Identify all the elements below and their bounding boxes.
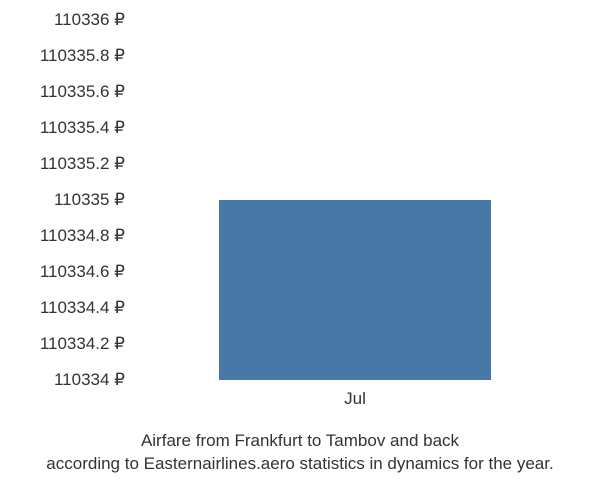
y-tick-label: 110334.2 ₽ — [40, 334, 125, 354]
y-tick-label: 110335.8 ₽ — [40, 46, 125, 66]
y-tick-label: 110334.6 ₽ — [40, 262, 125, 282]
y-tick-label: 110334.4 ₽ — [40, 298, 125, 318]
plot-area — [135, 20, 575, 380]
caption-line-2: according to Easternairlines.aero statis… — [0, 453, 600, 476]
y-tick-label: 110334 ₽ — [54, 370, 125, 390]
y-tick-label: 110335.4 ₽ — [40, 118, 125, 138]
y-tick-label: 110335 ₽ — [54, 190, 125, 210]
caption-line-1: Airfare from Frankfurt to Tambov and bac… — [0, 430, 600, 453]
chart-caption: Airfare from Frankfurt to Tambov and bac… — [0, 430, 600, 476]
y-axis: 110336 ₽110335.8 ₽110335.6 ₽110335.4 ₽11… — [0, 20, 130, 380]
x-axis: Jul — [135, 385, 575, 415]
y-tick-label: 110335.2 ₽ — [40, 154, 125, 174]
x-tick-label: Jul — [344, 389, 366, 409]
y-tick-label: 110334.8 ₽ — [40, 226, 125, 246]
bar — [219, 200, 492, 380]
y-tick-label: 110336 ₽ — [54, 10, 125, 30]
airfare-chart: 110336 ₽ 110335.8 ₽ 110335.6 ₽ 110335.4 ₽ 11… — [0, 0, 600, 500]
y-tick-label: 110335.6 ₽ — [40, 82, 125, 102]
